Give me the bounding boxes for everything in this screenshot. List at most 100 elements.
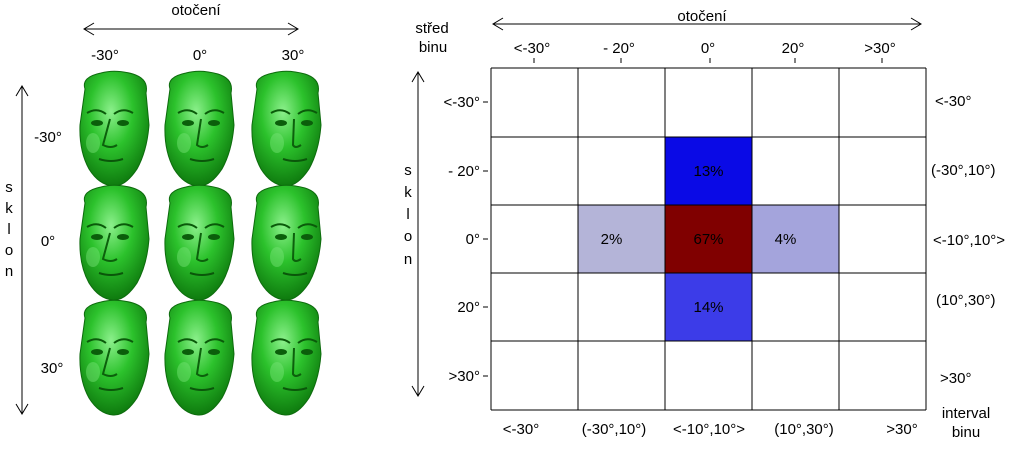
row-interval-label: <-30° — [935, 93, 971, 110]
left-tilt-arrow — [15, 85, 29, 415]
bin-center-label-line: binu — [419, 39, 447, 56]
row-center-label: <-30° — [444, 94, 480, 111]
face-eye — [208, 234, 220, 240]
face-brow — [113, 109, 134, 115]
col-interval-label: <-30° — [503, 421, 539, 438]
col-center-label: <-30° — [514, 40, 550, 57]
bin-grid: 13% 2% 67% 4% 14% <-30° - 20° 0° 20° >30° <-30° - 2… — [444, 40, 1006, 438]
face-head — [79, 70, 150, 187]
face-render — [79, 70, 150, 187]
tilt-letter: s — [5, 179, 13, 196]
col-center-label: - 20° — [603, 40, 635, 57]
face-eye — [117, 120, 129, 126]
tilt-letter: l — [7, 221, 10, 238]
bin-cell-filled — [752, 205, 839, 273]
col-interval-label: <-10°,10°> — [673, 421, 745, 438]
col-center-label: 0° — [701, 40, 715, 57]
face-eye — [182, 349, 194, 355]
bin-cell-label: 67% — [693, 231, 723, 248]
face-nose — [195, 347, 209, 377]
row-center-label: >30° — [449, 368, 480, 385]
face-head — [251, 299, 322, 416]
face-render — [164, 70, 235, 187]
tilt-letter: o — [404, 228, 412, 245]
face-mouth — [282, 158, 308, 162]
right-rotation-label: otočení — [677, 8, 727, 25]
face-brow — [270, 223, 291, 229]
face-brow — [86, 223, 107, 229]
bin-cell-label: 14% — [693, 299, 723, 316]
right-tilt-label: s k l o n — [404, 162, 412, 268]
face-nose — [291, 347, 302, 377]
face-highlight — [177, 362, 191, 382]
left-yaw-label: 0° — [193, 47, 207, 64]
face-highlight — [86, 362, 100, 382]
left-rotation-label: otočení — [171, 2, 221, 19]
interval-label-line: interval — [942, 405, 990, 422]
tilt-letter: n — [5, 263, 13, 280]
col-interval-label: (-30°,10°) — [582, 421, 647, 438]
face-eye — [208, 349, 220, 355]
right-tilt-arrow — [411, 71, 425, 397]
face-brow — [270, 338, 291, 344]
face-render — [79, 299, 150, 416]
face-eye — [91, 120, 103, 126]
face-eye — [117, 234, 129, 240]
bin-cell-label: 13% — [693, 163, 723, 180]
face-brow — [204, 109, 225, 115]
face-mouth — [189, 387, 215, 391]
face-render — [251, 184, 322, 301]
left-yaw-label: 30° — [282, 47, 305, 64]
row-center-label: - 20° — [448, 163, 480, 180]
face-nose — [291, 118, 302, 148]
face-highlight — [270, 247, 284, 267]
left-tilt-label: s k l o n — [5, 179, 13, 280]
face-head — [79, 184, 150, 301]
bin-cell-filled — [665, 273, 752, 341]
col-interval-label: (10°,30°) — [774, 421, 834, 438]
left-panel: otočení -30° 0° 30° s k l o n -30° 0° 30… — [5, 2, 322, 416]
bin-center-label-line: střed — [415, 20, 448, 37]
face-mouth — [98, 158, 124, 162]
face-eye — [117, 349, 129, 355]
face-eye — [275, 234, 287, 240]
face-highlight — [270, 362, 284, 382]
face-eye — [301, 349, 313, 355]
row-center-label: 20° — [457, 299, 480, 316]
face-brow — [113, 223, 134, 229]
face-mouth — [98, 272, 124, 276]
face-highlight — [177, 247, 191, 267]
face-highlight — [177, 133, 191, 153]
face-highlight — [86, 247, 100, 267]
face-eye — [182, 234, 194, 240]
face-eye — [91, 349, 103, 355]
face-highlight — [86, 133, 100, 153]
row-interval-label: (10°,30°) — [936, 292, 996, 309]
row-interval-label: (-30°,10°) — [931, 162, 996, 179]
bin-cell-label: 2% — [601, 231, 623, 248]
face-render — [164, 299, 235, 416]
tilt-letter: l — [406, 206, 409, 223]
tilt-letter: k — [5, 200, 13, 217]
face-render — [251, 299, 322, 416]
left-rotation-arrow — [83, 22, 299, 36]
face-eye — [275, 120, 287, 126]
face-brow — [86, 338, 107, 344]
row-interval-label: >30° — [940, 370, 971, 387]
face-brow — [86, 109, 107, 115]
tilt-letter: o — [5, 242, 13, 259]
face-mouth — [189, 272, 215, 276]
face-mouth — [189, 158, 215, 162]
tilt-letter: k — [404, 184, 412, 201]
row-center-label: 0° — [466, 231, 480, 248]
face-brow — [297, 109, 318, 115]
face-mouth — [282, 272, 308, 276]
face-brow — [177, 338, 198, 344]
col-center-label: >30° — [864, 40, 895, 57]
bin-cell-label: 4% — [775, 231, 797, 248]
tilt-letter: n — [404, 251, 412, 268]
left-yaw-label: -30° — [91, 47, 119, 64]
face-brow — [297, 223, 318, 229]
bin-cell-filled — [665, 137, 752, 205]
